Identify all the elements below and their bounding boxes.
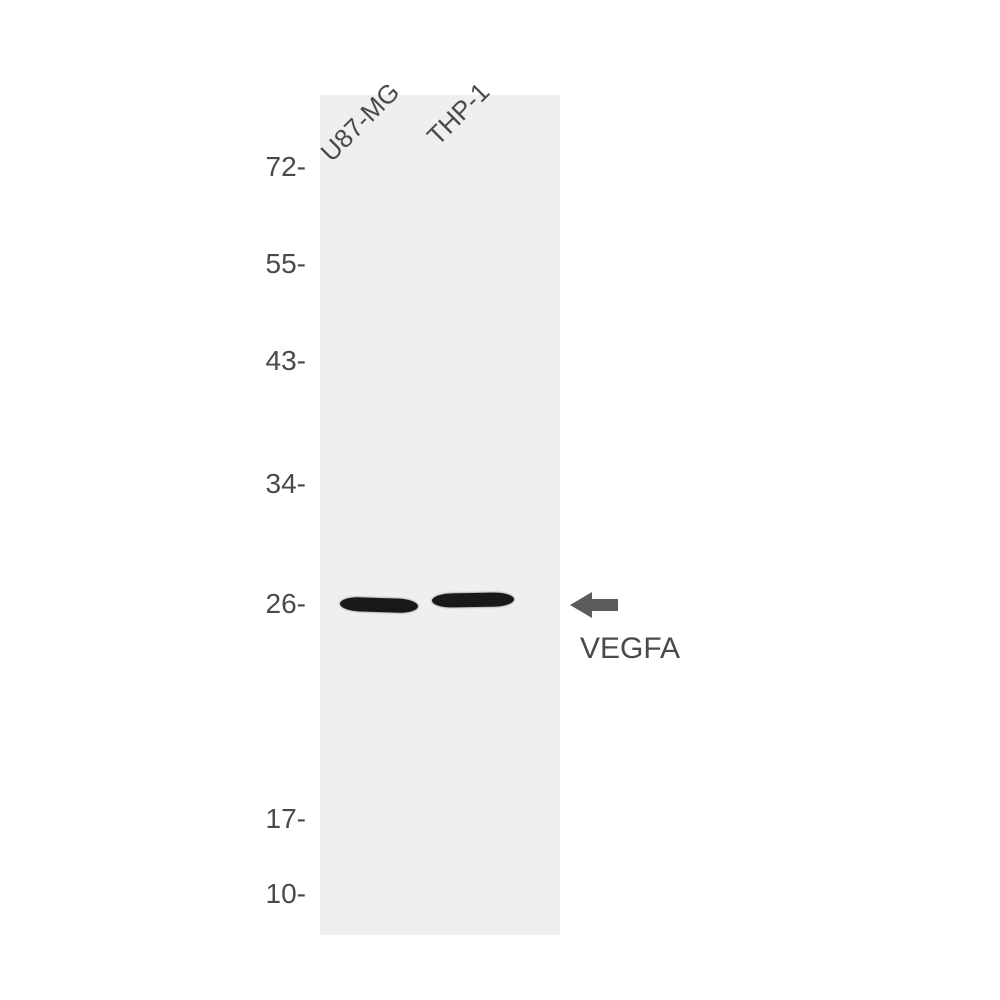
mw-label: 26- [266, 588, 306, 620]
mw-label: 55- [266, 248, 306, 280]
mw-label: 34- [266, 468, 306, 500]
arrow-icon [570, 590, 618, 620]
mw-label: 17- [266, 803, 306, 835]
mw-label: 43- [266, 345, 306, 377]
protein-label: VEGFA [580, 632, 680, 666]
blot-band [432, 592, 514, 607]
mw-label: 10- [266, 878, 306, 910]
